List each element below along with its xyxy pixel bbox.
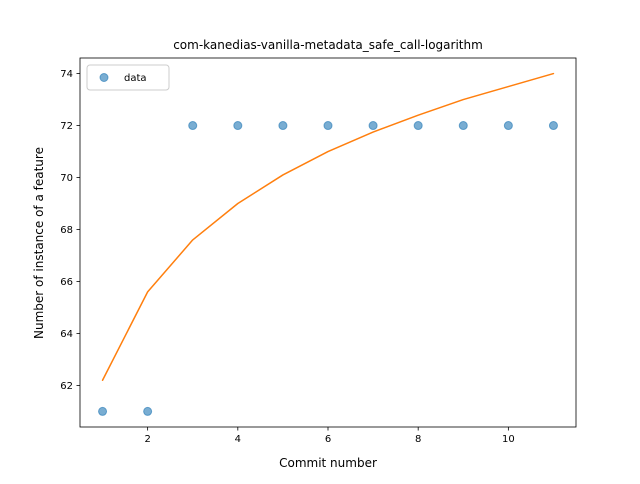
legend-label: data	[124, 73, 147, 84]
y-tick-label: 74	[60, 69, 73, 80]
y-tick-label: 72	[60, 121, 73, 132]
x-tick-label: 6	[325, 434, 331, 445]
data-point	[503, 121, 513, 131]
x-tick-label: 4	[235, 434, 241, 445]
data-point	[278, 121, 288, 131]
y-tick-label: 62	[60, 381, 73, 392]
x-tick-label: 2	[144, 434, 150, 445]
y-axis-label: Number of instance of a feature	[32, 147, 46, 339]
fit-line	[101, 72, 555, 381]
y-tick-label: 66	[60, 277, 73, 288]
y-tick-label: 64	[60, 329, 73, 340]
data-point	[233, 121, 243, 131]
data-point	[458, 121, 468, 131]
y-tick-label: 68	[60, 225, 73, 236]
data-point	[98, 406, 108, 416]
x-tick-label: 8	[415, 434, 421, 445]
y-tick-label: 70	[60, 173, 73, 184]
legend-box	[86, 64, 170, 91]
chart-title: com-kanedias-vanilla-metadata_safe_call-…	[173, 38, 483, 52]
x-axis-label: Commit number	[279, 456, 377, 470]
data-point	[188, 121, 198, 131]
data-point	[368, 121, 378, 131]
x-tick-label: 10	[502, 434, 515, 445]
data-point	[143, 406, 153, 416]
legend-marker	[99, 73, 109, 82]
data-point	[413, 121, 423, 131]
data-point	[548, 121, 558, 131]
data-point	[323, 121, 333, 131]
